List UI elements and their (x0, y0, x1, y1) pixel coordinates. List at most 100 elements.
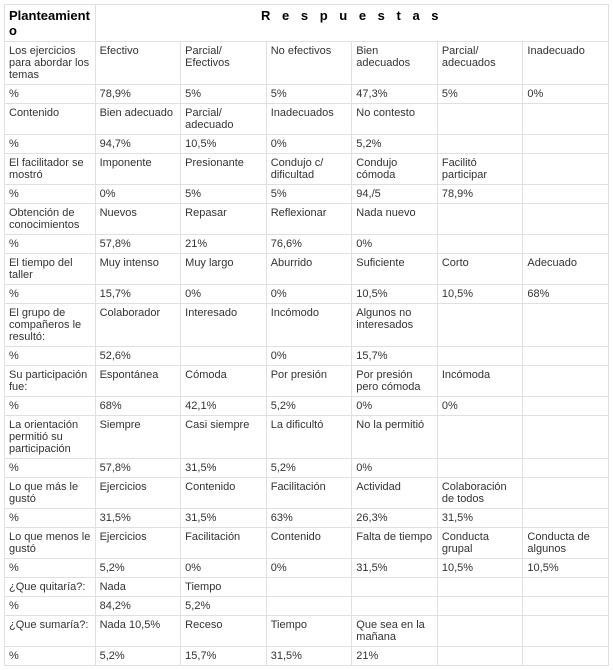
table-cell: 21% (352, 647, 438, 666)
table-cell: 52,6% (95, 347, 181, 366)
table-cell (523, 366, 609, 397)
table-row: %57,8%21%76,6%0% (5, 235, 609, 254)
table-cell: Facilitación (181, 528, 267, 559)
table-cell: Condujo cómoda (352, 154, 438, 185)
table-cell: 26,3% (352, 509, 438, 528)
table-cell: 0% (181, 559, 267, 578)
table-cell: 47,3% (352, 85, 438, 104)
table-row: Su participación fue:EspontáneaCómodaPor… (5, 366, 609, 397)
table-cell (437, 304, 523, 347)
table-cell: Muy intenso (95, 254, 181, 285)
table-cell (437, 235, 523, 254)
table-cell: % (5, 185, 96, 204)
data-table: Planteamiento R e s p u e s t a s Los ej… (4, 4, 609, 666)
table-cell: Contenido (5, 104, 96, 135)
table-cell: Nada (95, 578, 181, 597)
table-cell: 0% (352, 459, 438, 478)
table-cell: 10,5% (437, 285, 523, 304)
table-cell: 84,2% (95, 597, 181, 616)
table-cell: Muy largo (181, 254, 267, 285)
table-cell: Imponente (95, 154, 181, 185)
table-cell: Nada 10,5% (95, 616, 181, 647)
table-cell: Espontánea (95, 366, 181, 397)
table-cell: 5% (437, 85, 523, 104)
table-cell (437, 647, 523, 666)
table-cell: 68% (523, 285, 609, 304)
table-cell: Presionante (181, 154, 267, 185)
table-cell: 0% (266, 347, 352, 366)
table-cell: Efectivo (95, 42, 181, 85)
table-cell: % (5, 647, 96, 666)
table-cell: El grupo de compañeros le resultó: (5, 304, 96, 347)
table-cell: 0% (266, 559, 352, 578)
table-cell: El facilitador se mostró (5, 154, 96, 185)
table-cell: % (5, 235, 96, 254)
table-cell: Interesado (181, 304, 267, 347)
table-cell: 5% (181, 185, 267, 204)
table-cell: Nuevos (95, 204, 181, 235)
table-cell: Parcial/ adecuado (181, 104, 267, 135)
table-cell: % (5, 509, 96, 528)
table-cell (523, 304, 609, 347)
table-cell (523, 416, 609, 459)
table-cell (437, 347, 523, 366)
table-cell: % (5, 459, 96, 478)
table-cell: 0% (523, 85, 609, 104)
table-row: %31,5%31,5%63%26,3%31,5% (5, 509, 609, 528)
table-row: %52,6%0%15,7% (5, 347, 609, 366)
table-cell (437, 204, 523, 235)
table-cell: El tiempo del taller (5, 254, 96, 285)
table-cell: Reflexionar (266, 204, 352, 235)
table-cell: Aburrido (266, 254, 352, 285)
table-cell: No la permitió (352, 416, 438, 459)
table-cell: 78,9% (437, 185, 523, 204)
table-cell: Nada nuevo (352, 204, 438, 235)
table-cell: Lo que más le gustó (5, 478, 96, 509)
table-row: El grupo de compañeros le resultó:Colabo… (5, 304, 609, 347)
table-cell (523, 347, 609, 366)
table-row: %0%5%5%94,/578,9% (5, 185, 609, 204)
table-cell: 5,2% (95, 647, 181, 666)
table-cell: Siempre (95, 416, 181, 459)
table-row: La orientación permitió su participación… (5, 416, 609, 459)
table-cell: Obtención de conocimientos (5, 204, 96, 235)
table-cell: Incómoda (437, 366, 523, 397)
table-cell (523, 478, 609, 509)
table-cell: % (5, 347, 96, 366)
table-cell: Actividad (352, 478, 438, 509)
table-cell: Incómodo (266, 304, 352, 347)
table-cell: % (5, 85, 96, 104)
table-row: %84,2%5,2% (5, 597, 609, 616)
table-cell (523, 204, 609, 235)
table-cell: 5,2% (352, 135, 438, 154)
table-cell (437, 135, 523, 154)
table-row: %94,7%10,5%0%5,2% (5, 135, 609, 154)
table-cell: 10,5% (437, 559, 523, 578)
table-cell (266, 597, 352, 616)
table-cell: Adecuado (523, 254, 609, 285)
table-cell: % (5, 397, 96, 416)
table-row: Lo que más le gustóEjerciciosContenidoFa… (5, 478, 609, 509)
table-cell: Receso (181, 616, 267, 647)
table-cell: 5,2% (181, 597, 267, 616)
table-cell: 31,5% (437, 509, 523, 528)
table-cell: Ejercicios (95, 528, 181, 559)
table-cell: La orientación permitió su participación (5, 416, 96, 459)
table-cell: 0% (352, 397, 438, 416)
table-row: %5,2%0%0%31,5%10,5%10,5% (5, 559, 609, 578)
table-cell (181, 347, 267, 366)
table-cell: 10,5% (181, 135, 267, 154)
table-row: %78,9%5%5%47,3%5%0% (5, 85, 609, 104)
table-cell: Suficiente (352, 254, 438, 285)
table-cell: Tiempo (181, 578, 267, 597)
table-row: ¿Que sumaría?:Nada 10,5%RecesoTiempoQue … (5, 616, 609, 647)
table-cell: Conducta grupal (437, 528, 523, 559)
table-cell: 0% (266, 285, 352, 304)
table-cell: 63% (266, 509, 352, 528)
table-cell: Ejercicios (95, 478, 181, 509)
table-row: %15,7%0%0%10,5%10,5%68% (5, 285, 609, 304)
table-row: ContenidoBien adecuadoParcial/ adecuadoI… (5, 104, 609, 135)
table-cell (523, 185, 609, 204)
table-cell: ¿Que quitaría?: (5, 578, 96, 597)
table-cell: Inadecuado (523, 42, 609, 85)
